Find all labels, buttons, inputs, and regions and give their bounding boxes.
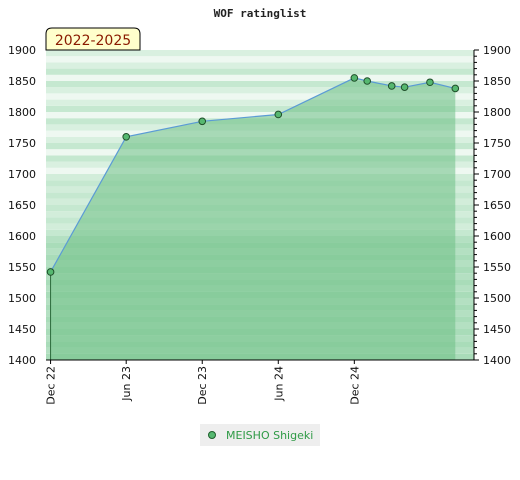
data-point [198, 117, 207, 126]
y-tick-label-left: 1900 [8, 44, 36, 57]
y-tick-label-left: 1800 [8, 106, 36, 119]
area-layer [50, 77, 456, 361]
data-point [350, 74, 359, 82]
markers [46, 74, 460, 276]
chart-title: WOF ratinglist [214, 7, 307, 20]
x-tick-label: Jun 24 [272, 366, 285, 402]
legend[interactable]: MEISHO Shigeki [200, 424, 320, 446]
data-point [122, 133, 130, 141]
series-area [50, 77, 456, 361]
data-point [363, 77, 372, 85]
y-tick-label-right: 1600 [483, 230, 511, 243]
data-point [387, 82, 396, 90]
y-tick-label-left: 1700 [8, 168, 36, 181]
x-tick-label: Jun 23 [120, 366, 133, 402]
legend-marker [208, 431, 216, 439]
x-tick-label: Dec 24 [348, 366, 361, 405]
legend-label[interactable]: MEISHO Shigeki [226, 429, 313, 442]
data-point [400, 83, 409, 91]
y-tick-label-right: 1900 [483, 44, 511, 57]
y-tick-label-right: 1750 [483, 137, 511, 150]
grid-band [46, 93, 474, 100]
period-badge: 2022-2025 [45, 27, 141, 51]
series-line [50, 77, 456, 273]
ticks: 1400 1400 1450 1450 1500 1500 1550 1550 1600 1600… [8, 44, 511, 405]
y-tick-label-left: 1450 [8, 323, 36, 336]
y-tick-label-left: 1400 [8, 354, 36, 367]
grid-band [46, 74, 474, 81]
y-tick-label-right: 1800 [483, 106, 511, 119]
y-tick-label-left: 1750 [8, 137, 36, 150]
y-tick-label-right: 1700 [483, 168, 511, 181]
y-tick-label-right: 1500 [483, 292, 511, 305]
y-tick-label-right: 1650 [483, 199, 511, 212]
data-point [46, 268, 55, 276]
grid-band [46, 68, 474, 75]
grid-band [46, 87, 474, 94]
period-badge-label: 2022-2025 [55, 33, 131, 49]
grid-band [46, 112, 474, 119]
y-tick-label-right: 1850 [483, 75, 511, 88]
grid-band [46, 105, 474, 112]
data-point [426, 78, 434, 87]
period-badge-background [45, 27, 141, 51]
x-tick-label: Dec 23 [196, 366, 209, 405]
x-tick-label: Dec 22 [45, 366, 58, 405]
grid-band [46, 62, 474, 69]
data-point [451, 84, 460, 93]
grid-band [46, 99, 474, 106]
y-tick-label-left: 1500 [8, 292, 36, 305]
data-point [274, 110, 283, 119]
grid-band [46, 81, 474, 88]
y-tick-label-right: 1450 [483, 323, 511, 336]
y-tick-label-left: 1600 [8, 230, 36, 243]
legend-box [200, 424, 320, 446]
grid-band [46, 50, 474, 57]
y-tick-label-left: 1550 [8, 261, 36, 274]
y-tick-label-left: 1650 [8, 199, 36, 212]
grid-band [46, 56, 474, 63]
y-tick-label-right: 1550 [483, 261, 511, 274]
y-tick-label-right: 1400 [483, 354, 511, 367]
y-tick-label-left: 1850 [8, 75, 36, 88]
